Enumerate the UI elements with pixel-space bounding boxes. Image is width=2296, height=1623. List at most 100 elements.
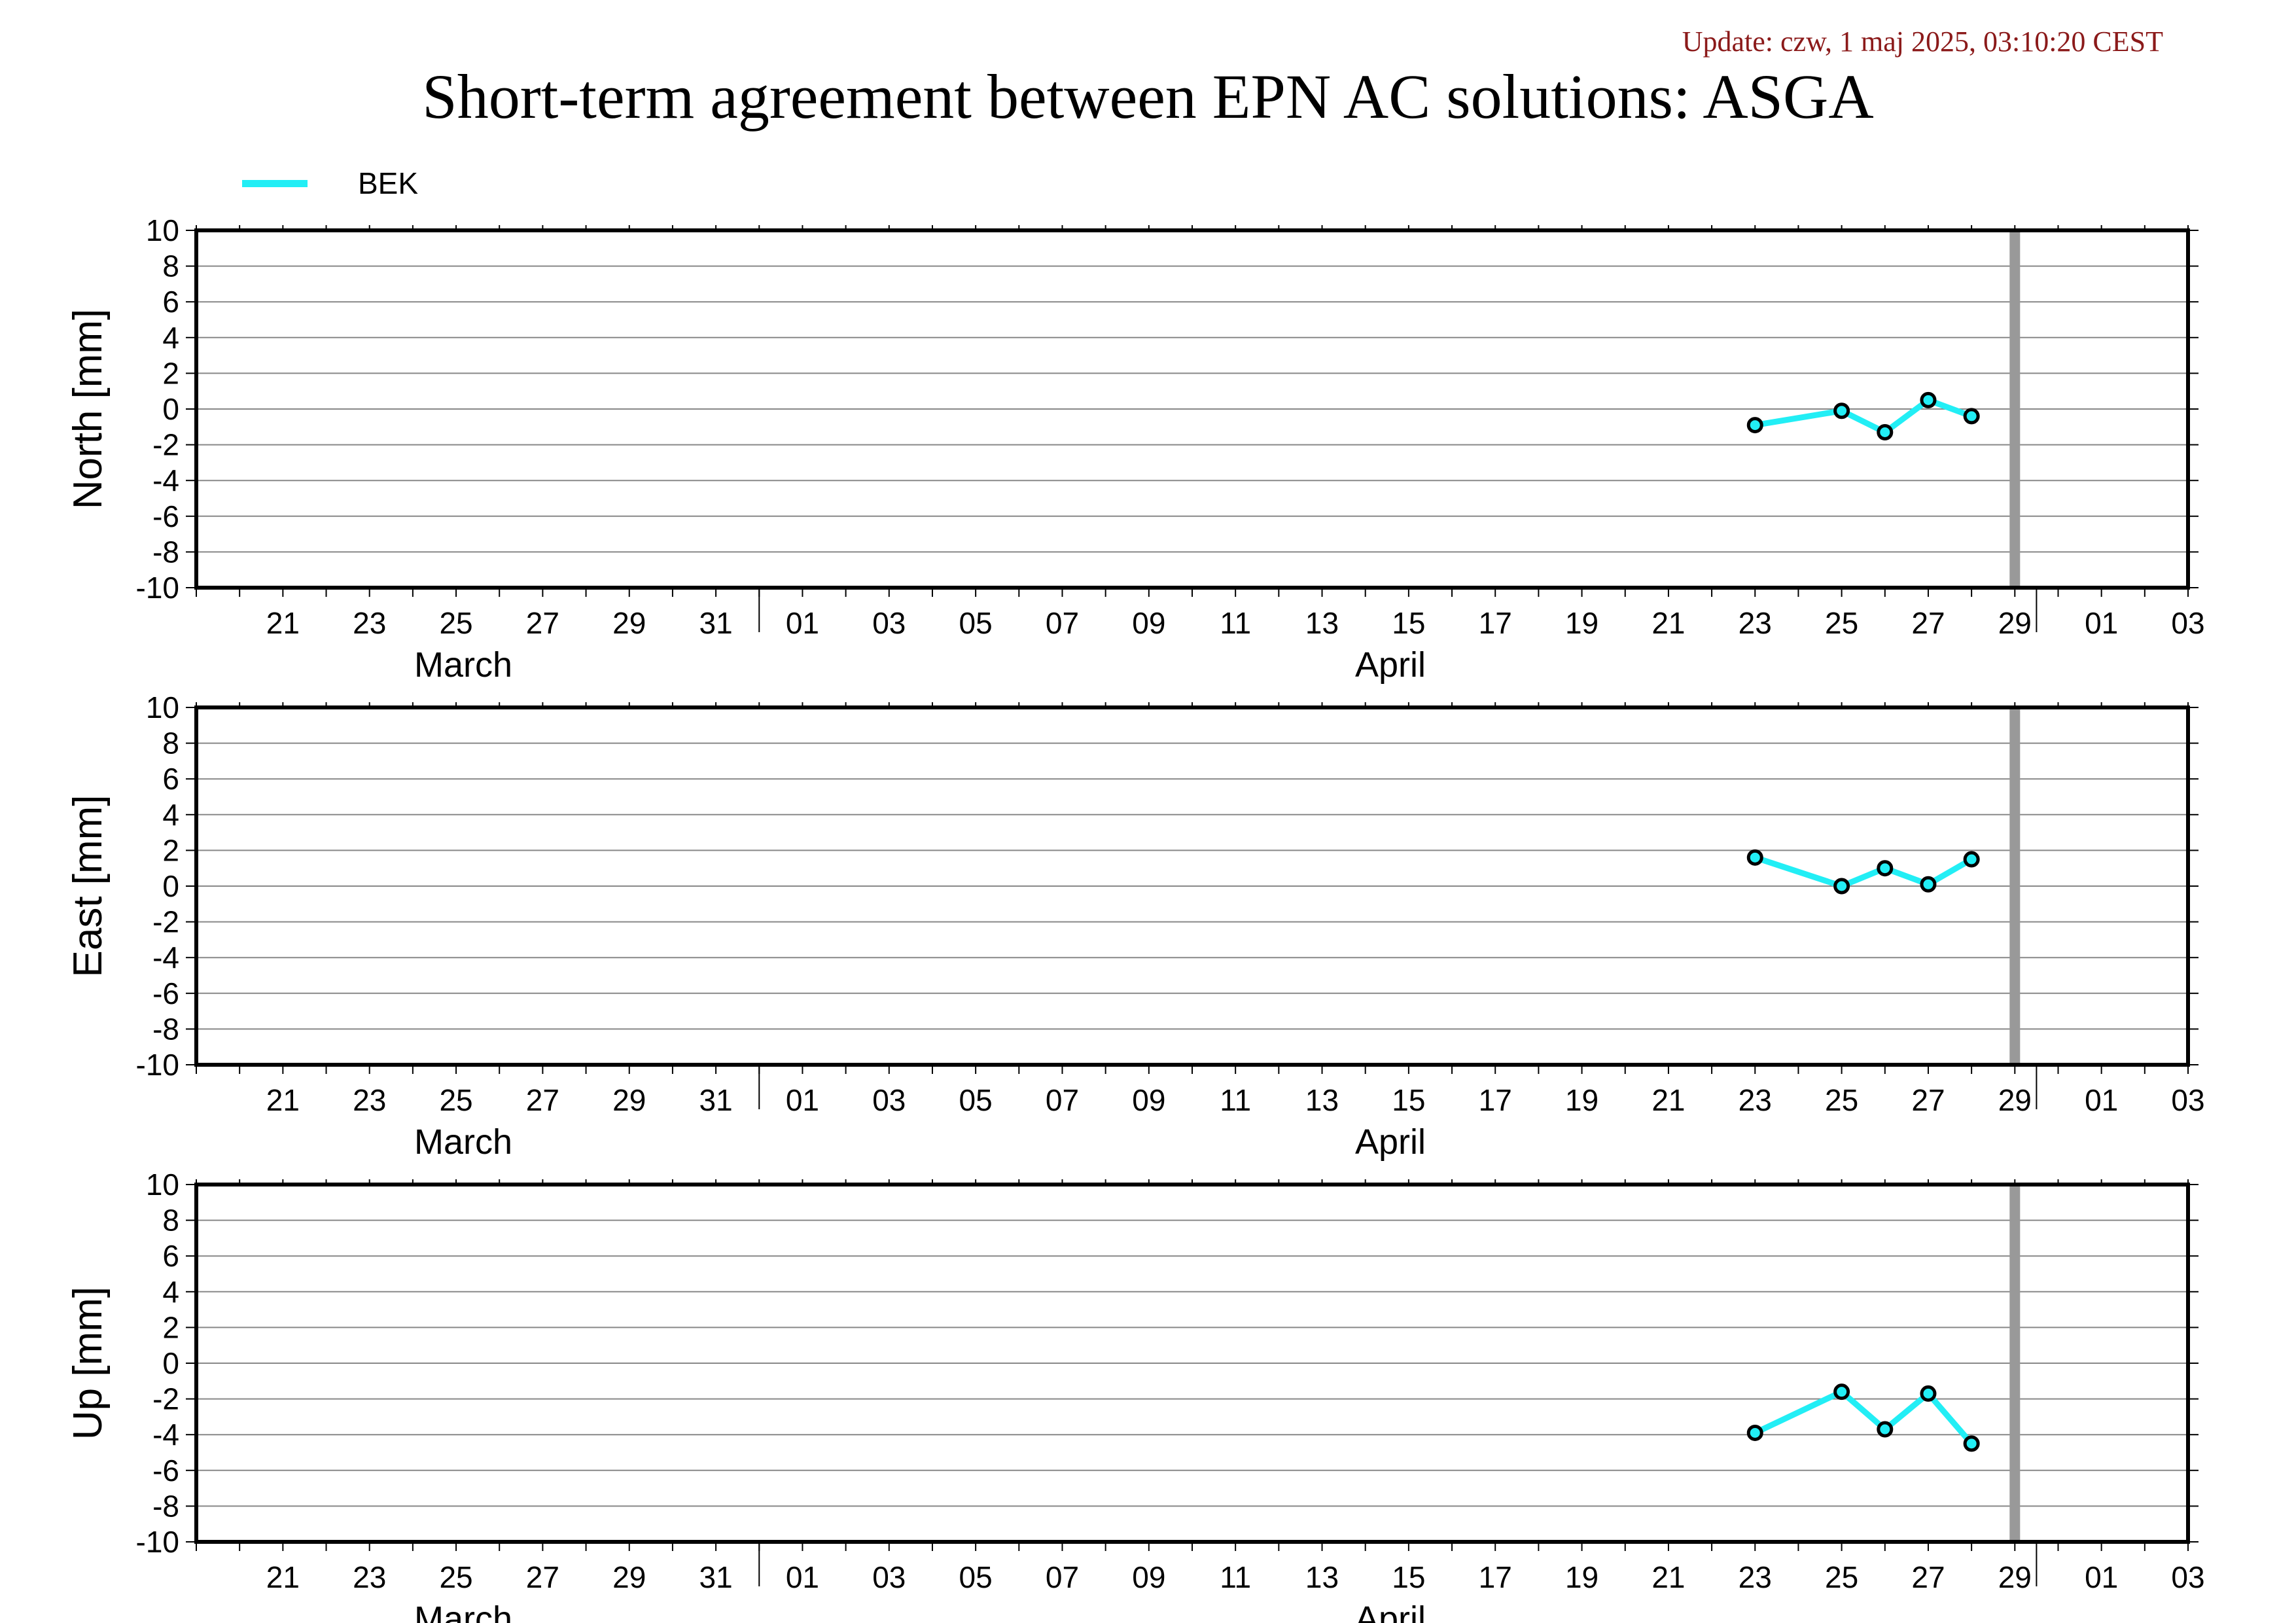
chart-title: Short-term agreement between EPN AC solu… [422, 62, 1874, 132]
x-tick-label: 21 [266, 1083, 300, 1117]
y-tick-label: -10 [136, 1048, 179, 1082]
y-tick-label: -2 [152, 905, 179, 939]
y-tick-label: 0 [162, 1346, 179, 1380]
y-tick-label: 8 [162, 726, 179, 760]
x-tick-label: 31 [699, 1560, 733, 1594]
y-tick-label: -8 [152, 1489, 179, 1523]
y-tick-label: -10 [136, 571, 179, 605]
x-tick-label: 01 [786, 606, 819, 640]
data-point [1920, 876, 1937, 893]
y-axis-label: East [mm] [65, 794, 111, 977]
month-label: April [1355, 1122, 1426, 1162]
data-point [1877, 1421, 1894, 1438]
legend-swatch-bek [242, 179, 308, 187]
x-tick-label: 17 [1479, 1083, 1512, 1117]
x-tick-label: 27 [526, 1083, 559, 1117]
x-tick-label: 27 [1911, 1083, 1945, 1117]
x-tick-label: 13 [1305, 606, 1339, 640]
x-tick-label: 25 [439, 1083, 472, 1117]
data-point [1746, 417, 1763, 434]
x-tick-label: 23 [1739, 606, 1772, 640]
y-tick-label: 8 [162, 249, 179, 283]
data-point [1920, 391, 1937, 408]
y-tick-label: 4 [162, 798, 179, 832]
x-tick-label: 29 [612, 1083, 646, 1117]
x-tick-label: 09 [1132, 1560, 1165, 1594]
x-tick-label: 15 [1392, 1083, 1425, 1117]
data-point [1833, 402, 1850, 419]
x-tick-label: 03 [2171, 1083, 2204, 1117]
x-tick-label: 27 [526, 606, 559, 640]
legend: BEK [242, 164, 418, 203]
y-tick-label: 2 [162, 356, 179, 390]
x-tick-label: 25 [439, 1560, 472, 1594]
data-point [1877, 423, 1894, 440]
y-tick-label: 8 [162, 1204, 179, 1238]
x-tick-label: 19 [1565, 1560, 1598, 1594]
y-tick-label: -2 [152, 1382, 179, 1416]
data-point [1746, 849, 1763, 866]
y-tick-label: 6 [162, 1239, 179, 1273]
data-point [1963, 851, 1980, 868]
x-tick-label: 09 [1132, 606, 1165, 640]
data-point [1833, 1383, 1850, 1400]
x-tick-label: 13 [1305, 1560, 1339, 1594]
x-tick-label: 01 [2085, 606, 2118, 640]
legend-label-bek: BEK [358, 166, 419, 200]
x-tick-label: 01 [2085, 1560, 2118, 1594]
x-tick-label: 29 [1998, 1560, 2032, 1594]
y-tick-label: 0 [162, 392, 179, 426]
x-tick-label: 29 [1998, 606, 2032, 640]
x-tick-label: 27 [1911, 1560, 1945, 1594]
x-tick-label: 25 [1825, 1560, 1858, 1594]
x-tick-label: 03 [2171, 606, 2204, 640]
y-tick-label: -4 [152, 463, 179, 497]
x-tick-label: 11 [1220, 1560, 1251, 1594]
x-tick-label: 31 [699, 1083, 733, 1117]
x-tick-label: 01 [786, 1560, 819, 1594]
y-tick-label: -8 [152, 1012, 179, 1046]
data-point [1963, 408, 1980, 425]
series-line-bek [1752, 397, 1975, 435]
month-label: March [414, 1599, 512, 1623]
y-tick-label: 0 [162, 869, 179, 903]
x-tick-label: 03 [872, 606, 906, 640]
x-tick-label: 03 [2171, 1560, 2204, 1594]
y-tick-label: -10 [136, 1525, 179, 1559]
x-tick-label: 21 [1651, 1083, 1685, 1117]
x-tick-label: 25 [439, 606, 472, 640]
y-tick-label: -2 [152, 428, 179, 462]
y-tick-label: 4 [162, 1275, 179, 1309]
x-tick-label: 21 [1651, 1560, 1685, 1594]
month-label: April [1355, 1599, 1426, 1623]
y-tick-label: -8 [152, 535, 179, 569]
y-tick-label: -6 [152, 499, 179, 533]
month-label: March [414, 645, 512, 685]
x-tick-label: 25 [1825, 1083, 1858, 1117]
data-point [1963, 1435, 1980, 1452]
update-timestamp: Update: czw, 1 maj 2025, 03:10:20 CEST [1682, 26, 2163, 58]
data-point [1833, 878, 1850, 895]
data-point [1746, 1424, 1763, 1441]
x-tick-label: 05 [959, 1560, 993, 1594]
series-line-bek [1752, 854, 1975, 889]
x-tick-label: 07 [1046, 1083, 1079, 1117]
x-tick-label: 11 [1220, 606, 1251, 640]
y-tick-label: 10 [146, 690, 179, 724]
x-tick-label: 19 [1565, 1083, 1598, 1117]
y-tick-label: -4 [152, 940, 179, 974]
x-tick-label: 07 [1046, 1560, 1079, 1594]
y-tick-label: 6 [162, 762, 179, 796]
x-tick-label: 05 [959, 1083, 993, 1117]
x-tick-label: 23 [353, 1560, 386, 1594]
x-tick-label: 13 [1305, 1083, 1339, 1117]
x-tick-label: 01 [786, 1083, 819, 1117]
x-tick-label: 23 [1739, 1560, 1772, 1594]
x-tick-label: 05 [959, 606, 993, 640]
x-tick-label: 27 [1911, 606, 1945, 640]
x-tick-label: 21 [1651, 606, 1685, 640]
